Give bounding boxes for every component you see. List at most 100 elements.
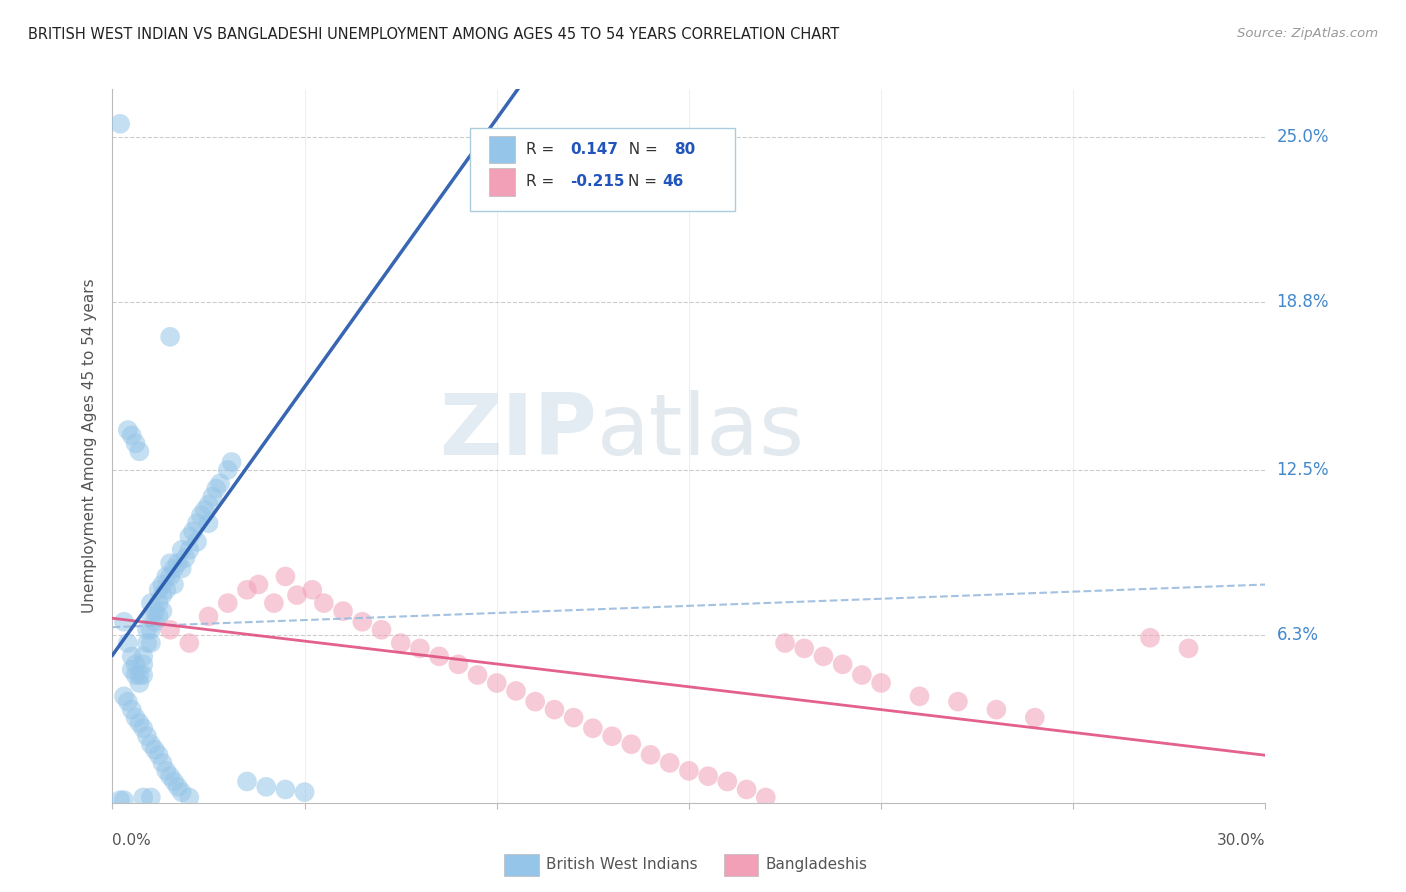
Point [467,668,489,682]
Point [170,561,193,575]
Point [197,498,219,512]
Text: 18.8%: 18.8% [1277,293,1329,311]
Point [139,623,162,637]
Point [117,423,139,437]
Text: 6.3%: 6.3% [1277,626,1319,644]
Text: British West Indians: British West Indians [546,857,697,872]
Point [163,577,186,591]
Point [128,444,150,458]
Point [159,330,181,344]
Point [139,636,162,650]
Point [181,524,204,539]
Point [143,615,166,629]
Point [254,780,277,794]
Point [108,793,131,807]
Point [620,737,643,751]
Point [201,490,224,504]
Point [121,649,143,664]
Y-axis label: Unemployment Among Ages 45 to 54 years: Unemployment Among Ages 45 to 54 years [82,278,97,614]
Point [152,756,174,770]
Point [136,729,159,743]
Point [179,790,201,805]
Text: R =: R = [526,175,560,189]
Point [294,785,316,799]
Point [312,596,335,610]
Point [148,582,170,597]
Point [285,588,308,602]
Point [124,657,146,672]
Point [209,476,232,491]
Point [155,569,177,583]
Point [159,623,181,637]
FancyBboxPatch shape [470,128,735,211]
Point [332,604,354,618]
Point [1139,631,1161,645]
Point [128,668,150,682]
Point [485,676,508,690]
Point [136,623,159,637]
Point [128,676,150,690]
Text: 30.0%: 30.0% [1218,833,1265,848]
Point [117,695,139,709]
Point [946,695,969,709]
Text: -0.215: -0.215 [571,175,624,189]
Point [186,516,208,531]
Point [301,582,323,597]
Point [179,636,201,650]
Point [121,703,143,717]
Point [117,636,139,650]
Text: Bangladeshis: Bangladeshis [765,857,868,872]
Text: N =: N = [628,175,662,189]
Point [831,657,853,672]
Point [163,774,186,789]
Point [505,684,527,698]
Point [174,550,197,565]
Point [166,780,188,794]
Point [274,569,297,583]
Point [121,428,143,442]
Point [986,703,1008,717]
Point [112,793,135,807]
Point [132,721,155,735]
Text: BRITISH WEST INDIAN VS BANGLADESHI UNEMPLOYMENT AMONG AGES 45 TO 54 YEARS CORREL: BRITISH WEST INDIAN VS BANGLADESHI UNEMP… [28,27,839,42]
Point [447,657,470,672]
Point [179,542,201,557]
Point [139,790,162,805]
Point [112,615,135,629]
Point [148,609,170,624]
Point [562,710,585,724]
Point [155,582,177,597]
Text: ZIP: ZIP [439,390,596,474]
Point [159,556,181,570]
Point [908,690,931,704]
Point [132,649,155,664]
Point [121,663,143,677]
Text: atlas: atlas [596,390,804,474]
Point [716,774,738,789]
Point [263,596,285,610]
Point [139,596,162,610]
Point [194,503,217,517]
Point [148,596,170,610]
Point [389,636,412,650]
Point [159,569,181,583]
Point [755,790,778,805]
Point [735,782,758,797]
Point [139,737,162,751]
Point [152,588,174,602]
Point [190,508,212,523]
Point [600,729,623,743]
Point [179,529,201,543]
Point [112,690,135,704]
Point [247,577,270,591]
Point [136,636,159,650]
Point [152,577,174,591]
Text: R =: R = [526,142,560,157]
Point [132,668,155,682]
Point [159,769,181,783]
Text: N =: N = [619,142,662,157]
Point [427,649,450,664]
FancyBboxPatch shape [489,169,515,195]
Point [370,623,392,637]
FancyBboxPatch shape [489,136,515,162]
